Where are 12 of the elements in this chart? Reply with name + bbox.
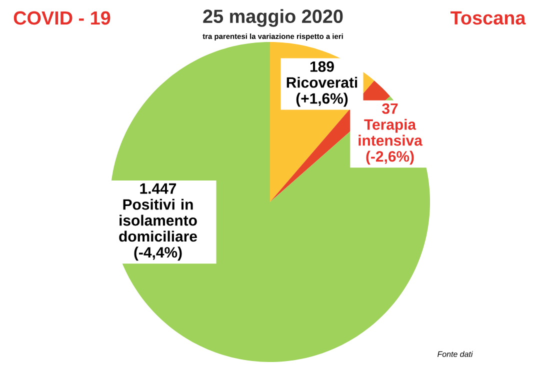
chart-title: 25 maggio 2020: [203, 9, 343, 27]
text: (-2,6%): [366, 150, 414, 165]
text: (-4,4%): [134, 246, 182, 261]
data-label: 189: [310, 61, 334, 72]
slice-label: Ricoverati: [286, 76, 358, 88]
text: Toscana: [450, 11, 526, 25]
data-label: 37: [382, 103, 398, 114]
data-label: 1.447: [140, 183, 176, 194]
slice-label: Positivi in isolamento domiciliare: [119, 198, 197, 242]
text: COVID - 19: [14, 11, 110, 25]
slice-label: Terapia intensiva: [358, 118, 422, 146]
text: (+1,6%): [296, 92, 348, 107]
